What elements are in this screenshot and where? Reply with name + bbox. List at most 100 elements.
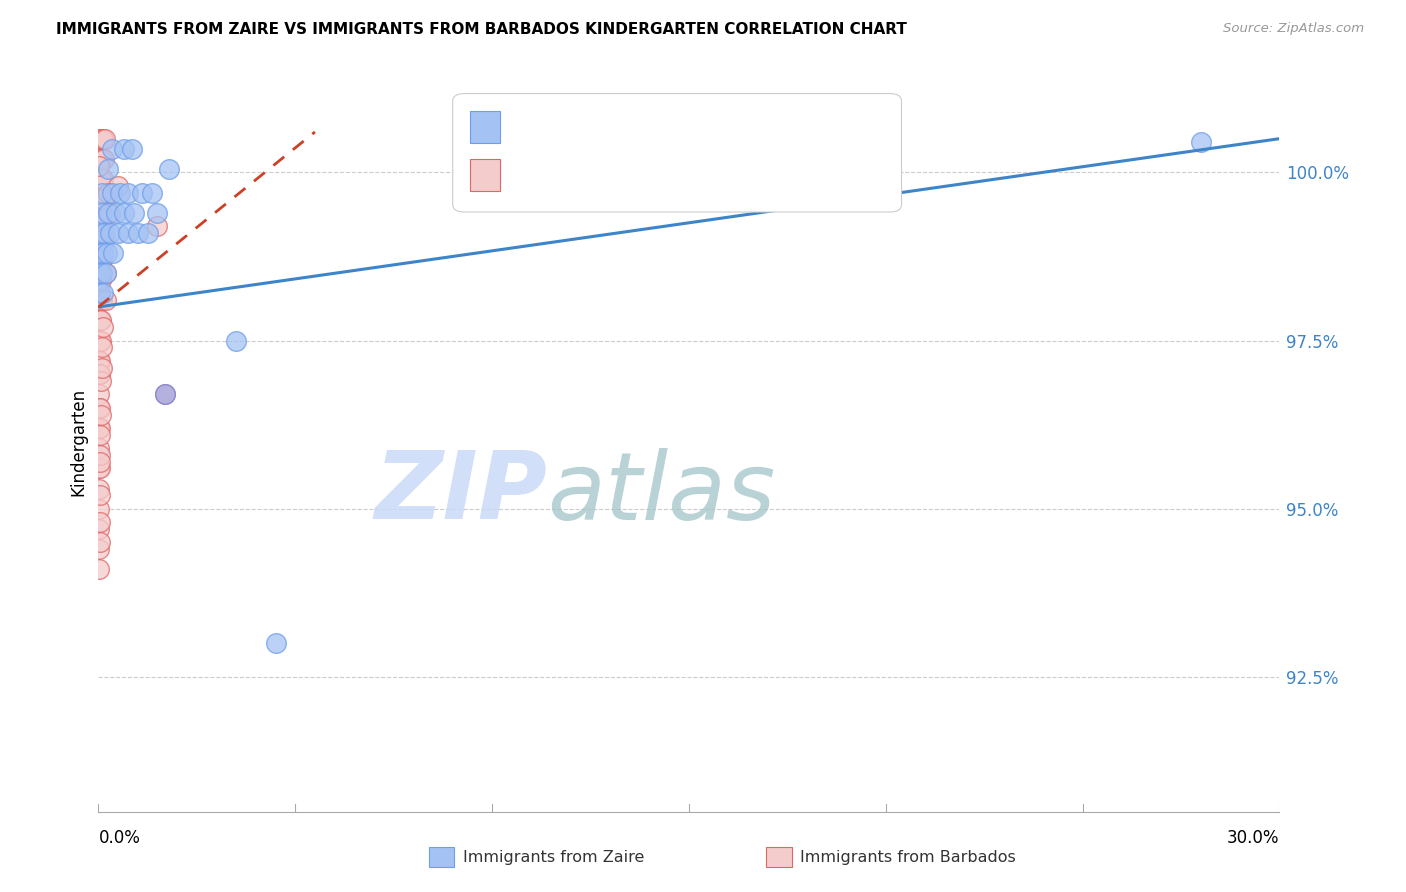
Point [157,161,180,176]
Point [90,172,112,186]
Y-axis label: Kindergarten: Kindergarten [69,387,87,496]
Point [91,286,114,301]
Point [90,334,112,348]
Point [89,233,111,247]
Point [89,387,111,401]
Point [89,273,111,287]
Point [98,205,121,219]
Point [89,172,111,186]
Point [89,522,111,536]
Text: R =  0.156   N = 86: R = 0.156 N = 86 [517,166,702,185]
Text: 30.0%: 30.0% [1227,829,1279,847]
Point [89,401,111,415]
Text: 0.0%: 0.0% [98,829,141,847]
Point [89,448,111,462]
Point [91,192,114,206]
Point [93,226,115,240]
Point [91,186,114,200]
Point [89,192,111,206]
Text: ZIP: ZIP [374,448,547,540]
Point [89,131,111,145]
Point [105,205,128,219]
Point [131,186,153,200]
Point [264,636,287,650]
Point [89,421,111,435]
Bar [471,111,501,144]
Point [89,226,111,240]
Text: IMMIGRANTS FROM ZAIRE VS IMMIGRANTS FROM BARBADOS KINDERGARTEN CORRELATION CHART: IMMIGRANTS FROM ZAIRE VS IMMIGRANTS FROM… [56,22,907,37]
Point [89,192,111,206]
Point [89,159,111,173]
Point [89,334,111,348]
Point [89,421,111,435]
Point [117,226,139,240]
Point [90,192,112,206]
Point [89,368,111,382]
Point [90,340,112,354]
Point [89,442,111,456]
Point [89,313,111,327]
Point [89,313,111,327]
Point [90,252,112,267]
Point [90,408,112,422]
Point [91,131,114,145]
Point [122,205,145,219]
Point [89,401,111,415]
Point [97,205,120,219]
Point [93,131,115,145]
Point [90,212,112,227]
Point [90,205,112,219]
Point [90,131,112,145]
Point [91,246,114,260]
Point [89,266,111,280]
Text: Source: ZipAtlas.com: Source: ZipAtlas.com [1223,22,1364,36]
Point [89,482,111,496]
Point [155,387,177,401]
Point [94,266,117,280]
Point [89,252,111,267]
Point [89,455,111,469]
Point [89,353,111,368]
Point [96,293,118,308]
Text: Immigrants from Barbados: Immigrants from Barbados [800,850,1015,864]
Point [89,562,111,576]
Point [127,226,149,240]
Point [1189,135,1212,149]
Point [89,273,111,287]
Point [93,233,115,247]
Point [112,205,135,219]
Point [91,252,114,267]
Point [91,266,114,280]
Point [155,387,177,401]
Point [89,368,111,382]
Point [89,246,111,260]
Point [90,152,112,166]
Point [141,186,163,200]
Point [146,219,169,234]
Point [89,233,111,247]
Point [94,266,117,280]
Point [91,233,114,247]
Point [101,142,124,156]
Text: atlas: atlas [547,448,776,539]
Point [96,246,118,260]
Point [89,501,111,516]
Point [136,226,159,240]
Point [101,186,124,200]
Point [91,152,114,166]
Point [91,172,114,186]
Point [97,186,120,200]
Point [117,186,139,200]
Point [97,161,120,176]
Point [89,172,111,186]
Point [107,226,129,240]
Point [90,233,112,247]
Point [89,152,111,166]
Point [89,212,111,227]
Point [91,360,114,375]
Point [91,320,114,334]
Point [89,131,111,145]
Point [89,293,111,308]
Point [146,205,169,219]
Point [107,178,129,193]
